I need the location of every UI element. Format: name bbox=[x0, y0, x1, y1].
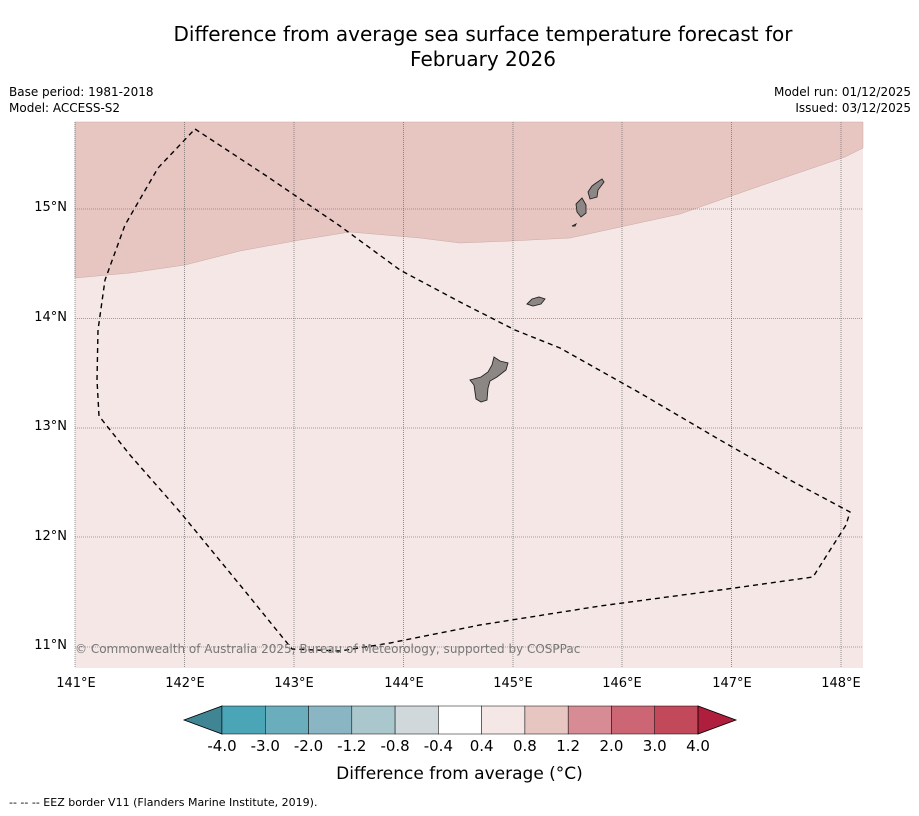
colorbar-under-triangle bbox=[182, 705, 223, 735]
lon-label-141: 141°E bbox=[56, 676, 96, 691]
lat-label-11: 11°N bbox=[34, 638, 67, 653]
colorbar-swatch bbox=[611, 705, 655, 735]
map-title: Difference from average sea surface temp… bbox=[0, 22, 919, 72]
lon-label-143: 143°E bbox=[274, 676, 314, 691]
lon-label-146: 146°E bbox=[602, 676, 642, 691]
copyright-text: © Commonwealth of Australia 2025, Bureau… bbox=[75, 642, 580, 656]
colorbar-tick-label: -0.8 bbox=[380, 737, 410, 755]
lon-label-145: 145°E bbox=[493, 676, 533, 691]
colorbar-tick-label: -4.0 bbox=[207, 737, 237, 755]
colorbar-swatch bbox=[524, 705, 569, 735]
colorbar-tick-label: 3.0 bbox=[642, 737, 667, 755]
colorbar bbox=[182, 705, 738, 735]
saipan-island bbox=[587, 178, 605, 200]
colorbar-tick-label: -0.4 bbox=[423, 737, 453, 755]
title-line-1: Difference from average sea surface temp… bbox=[173, 22, 793, 46]
lon-label-144: 144°E bbox=[384, 676, 424, 691]
colorbar-tick-label: -2.0 bbox=[293, 737, 324, 755]
colorbar-tick-label: 2.0 bbox=[599, 737, 624, 755]
guam-island bbox=[469, 356, 509, 403]
colorbar-swatch bbox=[481, 705, 526, 735]
colorbar-tick-label: 1.2 bbox=[556, 737, 581, 755]
colorbar-swatch bbox=[394, 705, 439, 735]
gridlines bbox=[74, 122, 863, 668]
lon-label-142: 142°E bbox=[165, 676, 205, 691]
issued-date: Issued: 03/12/2025 bbox=[795, 101, 911, 115]
colorbar-swatch bbox=[567, 705, 612, 735]
tinian-island bbox=[575, 197, 587, 218]
lat-label-14: 14°N bbox=[34, 310, 67, 325]
rota-island bbox=[526, 296, 546, 307]
lon-label-148: 148°E bbox=[821, 676, 861, 691]
colorbar-tick-label: 0.8 bbox=[512, 737, 537, 755]
lat-label-15: 15°N bbox=[34, 200, 67, 215]
eez-legend: -- -- -- EEZ border V11 (Flanders Marine… bbox=[9, 796, 318, 809]
model-run: Model run: 01/12/2025 bbox=[773, 85, 911, 99]
colorbar-swatch bbox=[438, 705, 482, 735]
colorbar-tick-label: -1.2 bbox=[337, 737, 367, 755]
colorbar-swatch bbox=[221, 705, 266, 735]
anomaly-region-warm bbox=[74, 121, 864, 279]
meta-left: Base period: 1981-2018 Model: ACCESS-S2 bbox=[9, 84, 154, 116]
model-name: Model: ACCESS-S2 bbox=[9, 101, 121, 115]
colorbar-title: Difference from average (°C) bbox=[336, 764, 583, 784]
meta-right: Model run: 01/12/2025 Issued: 03/12/2025 bbox=[774, 84, 911, 116]
title-line-2: February 2026 bbox=[410, 47, 556, 71]
lat-label-13: 13°N bbox=[34, 419, 67, 434]
base-period: Base period: 1981-2018 bbox=[9, 85, 154, 99]
lat-label-12: 12°N bbox=[34, 529, 67, 544]
colorbar-swatch bbox=[654, 705, 699, 735]
colorbar-swatch bbox=[351, 705, 396, 735]
colorbar-tick-label: 4.0 bbox=[686, 737, 710, 755]
colorbar-swatch bbox=[308, 705, 353, 735]
colorbar-tick-label: -3.0 bbox=[250, 737, 280, 755]
colorbar-swatch bbox=[265, 705, 309, 735]
colorbar-over-triangle bbox=[697, 705, 738, 735]
islands bbox=[469, 178, 605, 403]
aguijan-island bbox=[571, 222, 578, 227]
colorbar-tick-label: 0.4 bbox=[469, 737, 494, 755]
lon-label-147: 147°E bbox=[712, 676, 752, 691]
